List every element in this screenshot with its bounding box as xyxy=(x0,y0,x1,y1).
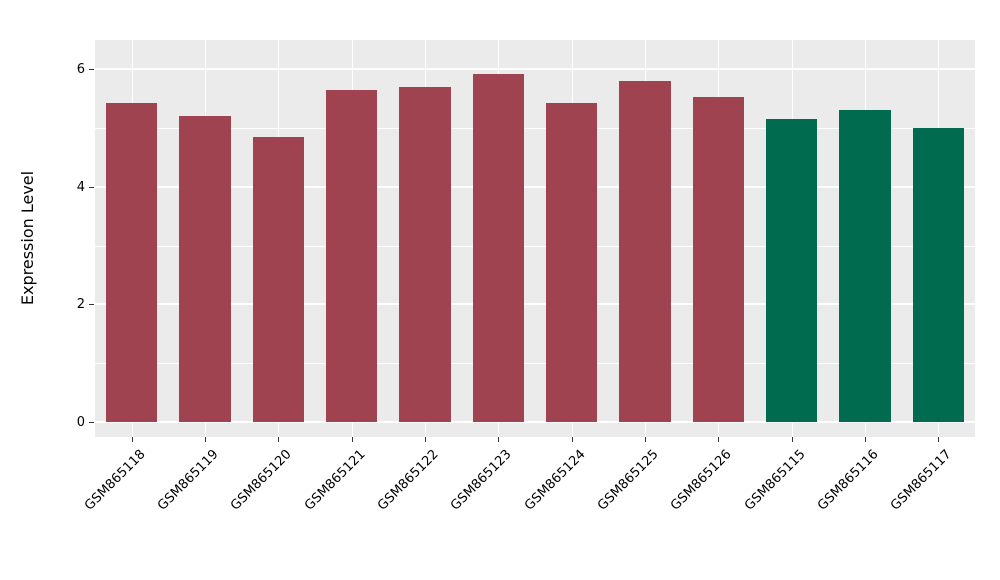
y-tick-mark-6 xyxy=(89,69,94,71)
x-tick-label-GSM865116: GSM865116 xyxy=(815,447,882,514)
bar-GSM865116 xyxy=(839,110,891,422)
x-tick-mark-GSM865126 xyxy=(718,437,720,442)
x-tick-label-GSM865121: GSM865121 xyxy=(301,447,369,514)
x-tick-label-GSM865119: GSM865119 xyxy=(155,447,222,514)
x-tick-mark-GSM865115 xyxy=(791,437,793,442)
x-tick-label-GSM865126: GSM865126 xyxy=(668,447,735,514)
plot-panel xyxy=(95,40,975,437)
x-tick-mark-GSM865120 xyxy=(278,437,280,442)
bar-GSM865123 xyxy=(472,74,524,422)
x-tick-label-GSM865122: GSM865122 xyxy=(375,447,442,514)
x-tick-label-GSM865117: GSM865117 xyxy=(888,447,955,514)
bar-GSM865120 xyxy=(252,136,304,422)
bar-GSM865118 xyxy=(106,103,158,422)
x-tick-mark-GSM865119 xyxy=(205,437,206,442)
x-tick-label-GSM865125: GSM865125 xyxy=(595,447,662,514)
bar-GSM865122 xyxy=(399,86,451,422)
gridline-major-y4 xyxy=(95,185,975,188)
y-axis-title-text: Expression Level xyxy=(18,170,37,306)
x-tick-label-GSM865115: GSM865115 xyxy=(741,447,809,514)
gridline-minor-y5 xyxy=(95,128,975,130)
bar-GSM865119 xyxy=(179,116,231,422)
x-tick-mark-GSM865125 xyxy=(645,437,646,442)
gridline-minor-y1 xyxy=(95,363,975,364)
bar-GSM865125 xyxy=(619,81,671,422)
x-tick-mark-GSM865121 xyxy=(351,437,353,442)
x-tick-label-GSM865118: GSM865118 xyxy=(81,447,149,514)
gridline-major-y0 xyxy=(95,420,975,423)
bar-GSM865124 xyxy=(546,103,598,422)
y-tick-label-2: 2 xyxy=(76,297,85,313)
gridline-major-y2 xyxy=(95,303,975,306)
x-tick-mark-GSM865116 xyxy=(865,437,866,442)
x-tick-label-GSM865123: GSM865123 xyxy=(448,447,515,514)
x-tick-mark-GSM865124 xyxy=(571,437,573,442)
bar-GSM865117 xyxy=(912,128,964,422)
y-tick-label-4: 4 xyxy=(76,179,85,195)
x-tick-mark-GSM865122 xyxy=(425,437,426,442)
gridline-major-y6 xyxy=(95,68,975,71)
y-tick-label-0: 0 xyxy=(76,414,85,430)
bar-GSM865115 xyxy=(766,119,818,422)
x-tick-label-GSM865124: GSM865124 xyxy=(521,447,589,514)
y-tick-mark-4 xyxy=(89,186,94,188)
bar-GSM865126 xyxy=(692,96,744,422)
gridline-minor-y3 xyxy=(95,245,975,247)
x-tick-mark-GSM865117 xyxy=(938,437,940,442)
y-tick-mark-0 xyxy=(89,421,94,423)
x-tick-mark-GSM865123 xyxy=(498,437,500,442)
y-tick-label-6: 6 xyxy=(76,62,85,78)
x-tick-mark-GSM865118 xyxy=(131,437,133,442)
x-tick-label-GSM865120: GSM865120 xyxy=(228,447,295,514)
y-tick-mark-2 xyxy=(89,304,94,306)
bar-GSM865121 xyxy=(326,89,378,422)
